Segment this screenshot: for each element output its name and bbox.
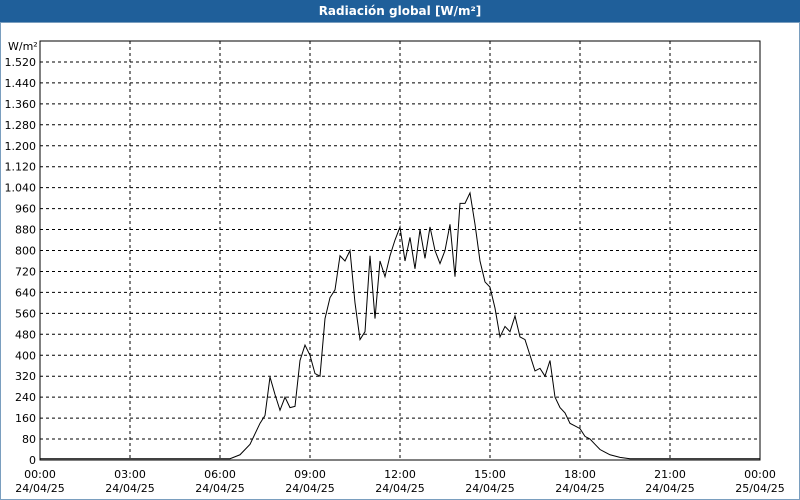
x-tick-label: 00:00 24/04/25	[15, 468, 64, 495]
y-tick-label: 1.520	[5, 56, 37, 69]
y-tick-label: 800	[15, 245, 36, 258]
data-line	[40, 191, 760, 460]
x-tick-label: 18:00 24/04/25	[555, 468, 604, 495]
title-bar	[0, 0, 800, 22]
y-tick-label: 0	[29, 454, 36, 467]
y-tick-label: 80	[22, 433, 36, 446]
y-tick-label: 1.360	[5, 98, 37, 111]
y-tick-label: 400	[15, 349, 36, 362]
chart-title: Radiación global [W/m²]	[319, 4, 482, 18]
plot-border	[39, 40, 761, 461]
y-tick-label: 480	[15, 328, 36, 341]
y-tick-label: 1.440	[5, 77, 37, 90]
y-tick-label: 160	[15, 412, 36, 425]
y-tick-label: 720	[15, 265, 36, 278]
y-tick-label: 1.200	[5, 140, 37, 153]
y-tick-label: 320	[15, 370, 36, 383]
x-tick-label: 06:00 24/04/25	[195, 468, 244, 495]
y-tick-label: 1.040	[5, 182, 37, 195]
y-tick-label: 640	[15, 286, 36, 299]
y-tick-label: 880	[15, 224, 36, 237]
y-tick-label: 1.120	[5, 161, 37, 174]
y-tick-label: 1.280	[5, 119, 37, 132]
y-unit: W/m²	[8, 40, 38, 53]
x-tick-label: 15:00 24/04/25	[465, 468, 514, 495]
x-tick-label: 21:00 24/04/25	[645, 468, 694, 495]
y-tick-label: 240	[15, 391, 36, 404]
x-tick-label: 00:00 25/04/25	[735, 468, 784, 495]
x-tick-label: 09:00 24/04/25	[285, 468, 334, 495]
y-tick-label: 560	[15, 307, 36, 320]
y-tick-label: 960	[15, 203, 36, 216]
x-tick-label: 03:00 24/04/25	[105, 468, 154, 495]
x-tick-label: 12:00 24/04/25	[375, 468, 424, 495]
